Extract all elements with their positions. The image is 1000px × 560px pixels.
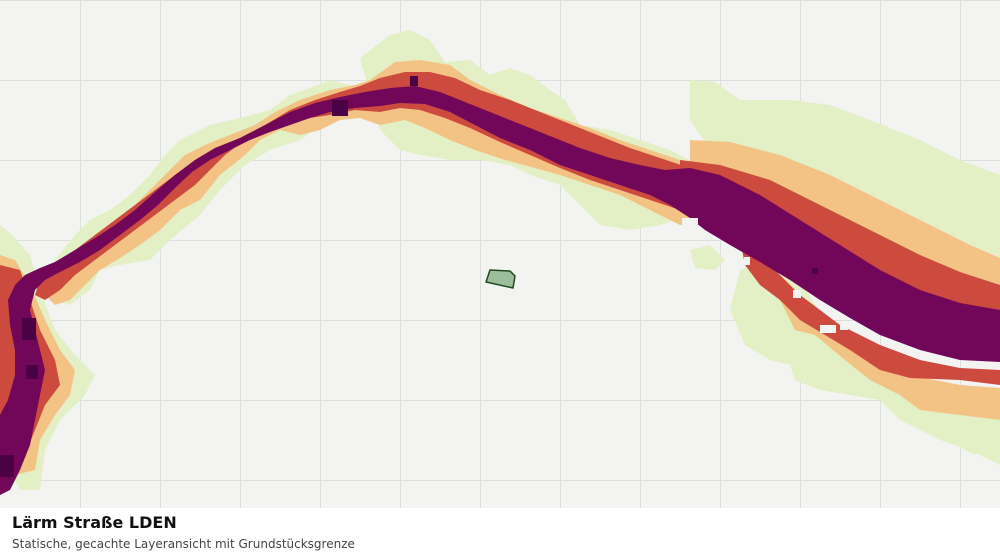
noise-map-layer bbox=[0, 0, 1000, 508]
parcel-boundary[interactable] bbox=[485, 269, 516, 289]
map-view[interactable] bbox=[0, 0, 1000, 508]
noise-zone-extreme bbox=[0, 76, 818, 477]
map-caption: Lärm Straße LDEN Statische, gecachte Lay… bbox=[0, 508, 1000, 560]
layer-subtitle: Statische, gecachte Layeransicht mit Gru… bbox=[12, 537, 355, 551]
coverage-gaps bbox=[682, 218, 848, 333]
layer-title: Lärm Straße LDEN bbox=[12, 513, 177, 532]
